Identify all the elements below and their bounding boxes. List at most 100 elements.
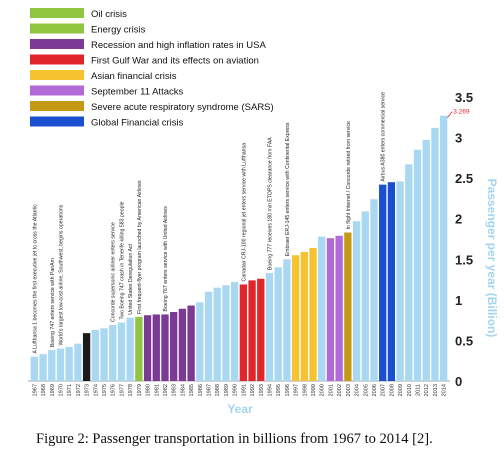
x-tick-label-2001: 2001 [328, 384, 334, 396]
bar-1974 [91, 329, 99, 381]
x-tick-label-1972: 1972 [76, 384, 82, 396]
x-tick-label-2003: 2003 [346, 384, 352, 396]
annotation-2007-12: Airbus A380 enters commercial service [381, 92, 387, 182]
x-tick-label-1967: 1967 [32, 384, 38, 396]
x-tick-label-2013: 2013 [433, 384, 439, 396]
x-tick-label-1980: 1980 [146, 384, 152, 396]
x-tick-label-1986: 1986 [198, 384, 204, 396]
annotations-layer: A Lufthansa 1 becomes the first executiv… [32, 92, 386, 354]
x-tick-labels: 1967 1968 1969 1970 1971 1972 1973 1974 1975 1976… [32, 384, 447, 396]
legend-label-2: Recession and high inflation rates in US… [91, 40, 266, 51]
bar-2006 [370, 199, 378, 381]
x-tick-label-1988: 1988 [215, 384, 221, 396]
bar-2011 [413, 149, 422, 381]
annotation-2003-11: In flight Internet / Concorde retired fr… [346, 121, 352, 230]
x-tick-label-1983: 1983 [172, 384, 178, 396]
x-tick-label-1977: 1977 [119, 384, 125, 396]
legend-swatch-6 [30, 101, 84, 111]
x-tick-label-2004: 2004 [355, 384, 361, 396]
bar-1999 [309, 247, 317, 381]
value-label-pointer [446, 111, 453, 118]
bar-1970 [56, 348, 65, 381]
legend-swatch-3 [30, 54, 84, 65]
annotation-1967-0: A Lufthansa 1 becomes the first executiv… [32, 204, 38, 354]
bar-2012 [422, 140, 430, 381]
x-tick-label-1984: 1984 [180, 384, 186, 396]
x-tick-label-1991: 1991 [241, 384, 247, 396]
x-tick-label-1990: 1990 [233, 384, 239, 396]
annotation-1976-3: Concorde supersonic airliner enters serv… [111, 222, 117, 322]
value-label-2014: 3.269 [453, 109, 470, 116]
x-tick-label-2006: 2006 [372, 384, 378, 396]
x-tick-label-1996: 1996 [285, 384, 291, 396]
legend-swatch-7 [30, 116, 84, 127]
x-tick-label-1985: 1985 [189, 384, 195, 396]
y-tick-label-0: 0 [455, 374, 462, 389]
bar-1982 [161, 314, 169, 381]
bar-1986 [196, 302, 204, 381]
bar-1995 [274, 267, 282, 381]
bar-1984 [178, 308, 187, 381]
x-tick-label-1976: 1976 [111, 384, 117, 396]
annotation-1991-8: Canadair CRJ-100 regional jet enters ser… [241, 143, 247, 282]
x-tick-label-1989: 1989 [224, 384, 230, 396]
x-tick-label-1974: 1974 [93, 384, 99, 396]
x-tick-label-2010: 2010 [407, 384, 413, 396]
legend-label-4: Asian financial crisis [91, 71, 177, 82]
x-tick-label-1987: 1987 [207, 384, 213, 396]
bar-1968 [39, 354, 47, 381]
x-tick-label-1999: 1999 [311, 384, 317, 396]
bars-layer [30, 115, 448, 381]
legend-label-5: September 11 Attacks [91, 86, 183, 97]
bar-1981 [152, 314, 160, 381]
annotation-1970-2: World's largest low-cost airline, Southw… [58, 204, 64, 345]
bar-2010 [405, 164, 413, 381]
bar-2007 [379, 184, 387, 381]
legend-swatch-5 [30, 85, 84, 96]
bar-2001 [326, 238, 335, 381]
bar-2009 [396, 181, 404, 381]
y-tick-label-0.5: 0.5 [455, 333, 473, 348]
annotation-1969-1: Boeing 747 enters service with PanAm [50, 258, 56, 347]
y-axis-title: Passenger per year (Billion) [485, 179, 499, 338]
bar-2013 [431, 127, 439, 381]
x-tick-label-1979: 1979 [137, 384, 143, 396]
x-tick-label-1982: 1982 [163, 384, 169, 396]
bar-2003 [344, 232, 352, 381]
bar-1973 [82, 333, 91, 381]
legend-label-0: Oil crisis [91, 9, 127, 20]
annotation-1994-9: Boeing 777 receives 180 min ETOPS cleara… [267, 137, 273, 270]
bar-1972 [74, 343, 82, 381]
legend-label-6: Severe acute respiratory syndrome (SARS) [91, 102, 274, 113]
y-tick-label-3.5: 3.5 [455, 90, 473, 105]
bar-1989 [222, 285, 230, 381]
annotation-1978-5: United States Deregulation Act [128, 244, 134, 315]
bar-1987 [204, 291, 213, 381]
x-tick-label-1998: 1998 [302, 384, 308, 396]
x-tick-label-2008: 2008 [389, 384, 395, 396]
legend-label-7: Global Financial crisis [91, 117, 184, 128]
x-tick-label-1993: 1993 [259, 384, 265, 396]
bar-1998 [300, 251, 308, 381]
bar-1993 [257, 278, 265, 381]
bar-1977 [117, 322, 126, 381]
bar-1996 [283, 259, 291, 381]
bar-1969 [48, 350, 56, 381]
bar-chart: A Lufthansa 1 becomes the first executiv… [28, 8, 499, 416]
bar-1997 [291, 255, 300, 381]
legend-swatch-2 [30, 39, 84, 49]
bar-2000 [318, 236, 326, 381]
x-tick-label-2009: 2009 [398, 384, 404, 396]
legend-swatch-4 [30, 70, 84, 80]
x-tick-label-1969: 1969 [50, 384, 56, 396]
bar-2002 [335, 235, 343, 381]
legend: Oil crisis Energy crisis Recession and hig… [30, 8, 274, 128]
x-tick-label-1971: 1971 [67, 384, 73, 396]
x-tick-label-1975: 1975 [102, 384, 108, 396]
annotation-1996-10: Embraer ERJ-145 enters service with Cont… [285, 122, 291, 256]
x-tick-label-1994: 1994 [267, 384, 273, 396]
bar-1967 [30, 356, 39, 381]
bar-1975 [100, 328, 108, 381]
bar-1978 [126, 317, 134, 381]
legend-label-1: Energy crisis [91, 24, 146, 35]
